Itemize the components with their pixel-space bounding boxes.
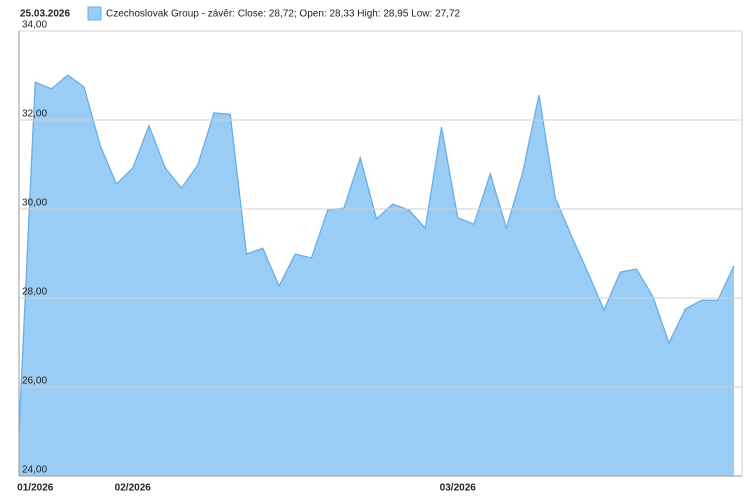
- y-tick-label: 34,00: [22, 20, 47, 31]
- y-tick-label: 30,00: [22, 198, 47, 209]
- date-label: 25.03.2026: [20, 9, 70, 20]
- legend-swatch: [87, 6, 102, 21]
- legend-label[interactable]: Czechoslovak Group - závěr: Close: 28,72…: [106, 9, 461, 20]
- y-tick-label: 32,00: [22, 109, 47, 120]
- x-tick-label: 01/2026: [17, 483, 54, 494]
- x-tick-label: 03/2026: [440, 483, 477, 494]
- y-tick-label: 24,00: [22, 465, 47, 476]
- y-tick-label: 26,00: [22, 376, 47, 387]
- x-tick-label: 02/2026: [115, 483, 152, 494]
- area-fill: [19, 75, 734, 477]
- y-tick-label: 28,00: [22, 287, 47, 298]
- area-line: [18, 74, 735, 432]
